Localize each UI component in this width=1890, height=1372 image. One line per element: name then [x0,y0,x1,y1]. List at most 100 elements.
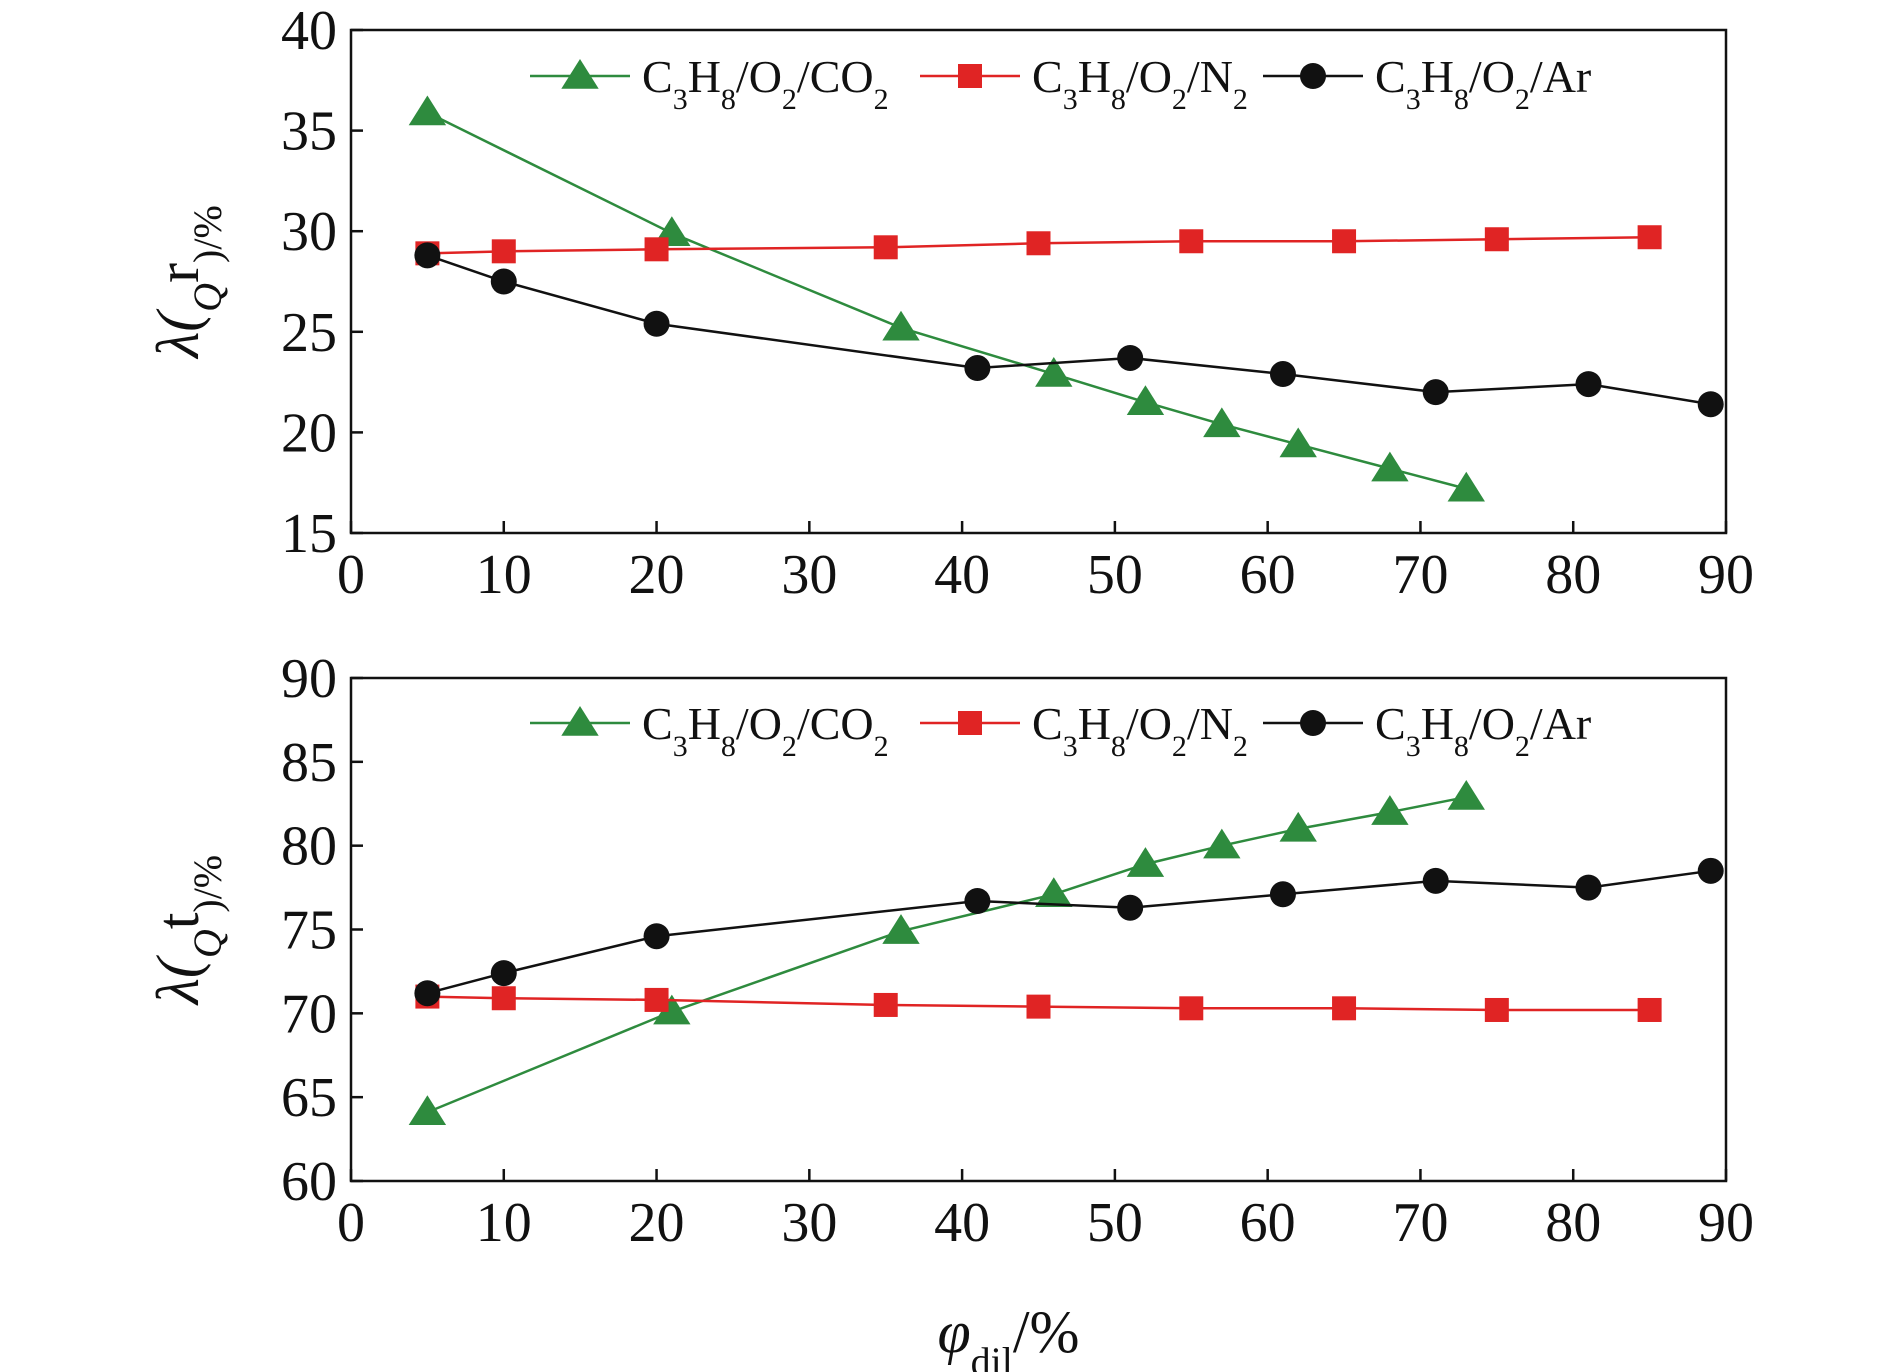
legend-marker [561,706,599,736]
x-tick-label: 80 [1545,544,1601,606]
legend-marker [1300,63,1326,89]
data-point [964,887,991,914]
legend-entry: C3H8/O2/CO2 [530,51,889,116]
data-point [1697,857,1724,884]
data-point [1371,795,1409,825]
data-point [1035,877,1073,908]
data-point [1575,371,1602,398]
data-point [643,923,670,950]
bottom-panel: 0 10 20 30 40 50 60 70 80 90 60 65 70 75 80 85 90 λ(Qt)/%… [145,648,1754,1254]
legend-label: C3H8/O2/N2 [1032,51,1248,116]
data-point [1484,997,1509,1022]
data-point [1269,881,1296,908]
x-tick-label: 50 [1087,544,1143,606]
legend-label: C3H8/O2/CO2 [642,698,889,763]
data-point [1637,225,1662,250]
data-point [1117,344,1144,371]
x-tick-label: 30 [781,1192,837,1254]
data-point [882,310,920,341]
series-0 [408,780,1485,1126]
legend-label: C3H8/O2/Ar [1375,51,1591,116]
x-tick-label: 0 [337,1192,365,1254]
y-axis-label: λ(Qt)/% [145,855,230,1006]
series-2 [414,242,1724,418]
y-tick-label: 25 [281,302,337,364]
plot-frame [349,28,1728,535]
data-point [1332,229,1357,254]
x-tick-label: 30 [781,544,837,606]
data-point [490,960,517,987]
legend-marker [958,64,982,88]
data-point [408,1095,447,1126]
x-tick-label: 80 [1545,1192,1601,1254]
data-point [414,980,441,1007]
data-point [1637,997,1662,1022]
data-point [414,242,441,269]
legend-label: C3H8/O2/CO2 [642,51,889,116]
y-tick-label: 60 [281,1151,337,1213]
data-point [644,237,669,262]
data-point [1269,361,1296,388]
y-tick-label: 80 [281,816,337,878]
data-point [1179,996,1204,1021]
top-panel: 0 10 20 30 40 50 60 70 80 90 15 20 25 30 35 40 λ(Qr)/% C3… [145,0,1754,606]
data-point [491,986,516,1011]
y-tick-label: 90 [281,648,337,710]
data-point [1117,894,1144,921]
data-point [1279,427,1317,458]
legend-entry: C3H8/O2/N2 [920,698,1248,763]
x-tick-label: 10 [476,1192,532,1254]
data-point [1422,379,1449,406]
series-1 [415,225,1662,266]
x-axis-label-group: φdil/% [937,1299,1079,1372]
x-tick-label: 60 [1240,1192,1296,1254]
data-point [1203,407,1241,438]
y-tick-label: 40 [281,0,337,62]
data-point [1575,874,1602,901]
data-point [653,994,691,1025]
legend-label: C3H8/O2/Ar [1375,698,1591,763]
data-point [1179,229,1204,254]
series-1 [415,984,1662,1022]
x-tick-label: 90 [1698,1192,1754,1254]
x-axis-label: φdil/% [937,1299,1079,1372]
data-point [873,992,898,1017]
x-tick-label: 40 [934,544,990,606]
legend-label: C3H8/O2/N2 [1032,698,1248,763]
x-tick-label: 40 [934,1192,990,1254]
y-tick-label: 35 [281,101,337,163]
data-point [1026,231,1051,256]
legend-entry: C3H8/O2/CO2 [530,698,889,763]
data-point [964,355,991,382]
legend-marker [958,711,982,735]
x-tick-label: 90 [1698,544,1754,606]
data-point [1697,391,1724,418]
y-axis-label: λ(Qr)/% [145,205,230,360]
data-point [1126,847,1165,877]
y-tick-label: 70 [281,983,337,1045]
y-tick-label: 30 [281,201,337,263]
y-tick-label: 75 [281,900,337,962]
data-point [408,95,447,126]
x-tick-label: 0 [337,544,365,606]
x-tick-label: 60 [1240,544,1296,606]
data-point [490,268,517,295]
data-point [644,987,669,1012]
series-line [426,111,1467,490]
data-point [1371,451,1409,482]
data-point [1026,994,1051,1019]
y-tick-label: 15 [281,503,337,565]
y-tick-label: 85 [281,732,337,794]
legend-entry: C3H8/O2/Ar [1263,51,1591,116]
legend-marker [1300,710,1326,736]
x-tick-label: 70 [1392,1192,1448,1254]
legend-entry: C3H8/O2/Ar [1263,698,1591,763]
data-point [1332,996,1357,1021]
x-tick-label: 10 [476,544,532,606]
data-point [1203,828,1241,859]
series-0 [408,95,1485,502]
legend-entry: C3H8/O2/N2 [920,51,1248,116]
x-tick-label: 50 [1087,1192,1143,1254]
legend-marker [561,59,599,89]
data-point [1126,385,1165,415]
